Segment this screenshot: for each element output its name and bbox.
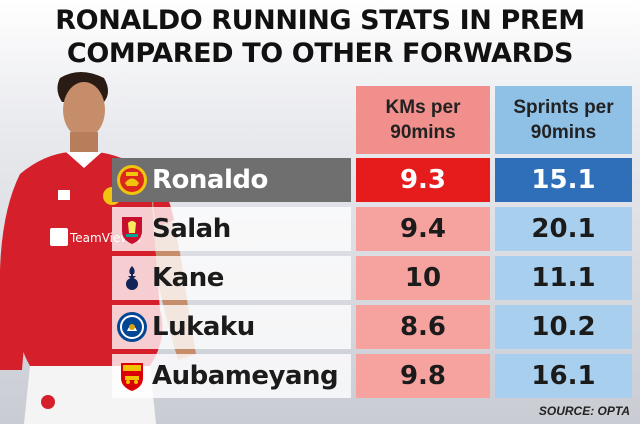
arsenal-badge-icon: [121, 363, 143, 391]
column-header-sprints-line-1: Sprints per: [513, 97, 614, 118]
column-header-kms-line-2: 90mins: [390, 122, 456, 143]
table-row-aubameyang: Aubameyang 9.8 16.1: [112, 354, 632, 398]
title-line-2: COMPARED TO OTHER FORWARDS: [66, 38, 574, 69]
chart-title: RONALDO RUNNING STATS IN PREM COMPARED T…: [0, 4, 640, 70]
column-header-sprints: Sprints per 90mins: [495, 86, 632, 154]
table-row-lukaku: Lukaku 8.6 10.2: [112, 305, 632, 349]
kms-value: 10: [356, 256, 490, 300]
column-header-kms: KMs per 90mins: [356, 86, 490, 154]
liverpool-badge-icon: [122, 217, 142, 244]
kms-value: 9.3: [356, 158, 490, 202]
source-credit: SOURCE: OPTA: [538, 404, 630, 418]
sprints-value: 15.1: [495, 158, 632, 202]
table-row-salah: Salah 9.4 20.1: [112, 207, 632, 251]
table-row-kane: Kane 10 11.1: [112, 256, 632, 300]
kms-value: 9.4: [356, 207, 490, 251]
player-name: Salah: [152, 214, 231, 244]
manchester-united-badge-icon: [117, 165, 147, 195]
kms-value: 8.6: [356, 305, 490, 349]
player-name-cell: Ronaldo: [112, 158, 351, 202]
chelsea-badge-icon: [117, 312, 147, 342]
table-row-ronaldo: Ronaldo 9.3 15.1: [112, 158, 632, 202]
kms-value: 9.8: [356, 354, 490, 398]
player-name-cell: Salah: [112, 207, 351, 251]
player-name-cell: Aubameyang: [112, 354, 351, 398]
column-header-kms-line-1: KMs per: [385, 97, 461, 118]
column-header-sprints-line-2: 90mins: [530, 122, 597, 143]
sprints-value: 20.1: [495, 207, 632, 251]
player-name: Lukaku: [152, 312, 255, 342]
sprints-value: 11.1: [495, 256, 632, 300]
sprints-value: 10.2: [495, 305, 632, 349]
player-name-cell: Kane: [112, 256, 351, 300]
player-name: Ronaldo: [152, 165, 268, 195]
player-name-cell: Lukaku: [112, 305, 351, 349]
player-name: Kane: [152, 263, 224, 293]
sprints-value: 16.1: [495, 354, 632, 398]
title-line-1: RONALDO RUNNING STATS IN PREM: [55, 5, 585, 36]
player-name: Aubameyang: [152, 361, 339, 391]
tottenham-badge-icon: [126, 266, 138, 290]
